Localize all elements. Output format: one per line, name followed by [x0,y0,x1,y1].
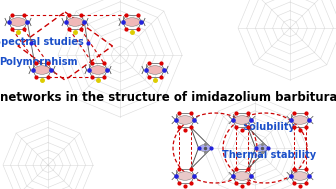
Text: Spectral studies: Spectral studies [0,37,84,46]
Text: Solubility: Solubility [242,122,295,132]
Ellipse shape [67,18,83,26]
Ellipse shape [10,18,26,26]
Ellipse shape [34,66,50,74]
Ellipse shape [124,18,140,26]
Text: 2D networks in the structure of imidazolium barbiturates: 2D networks in the structure of imidazol… [0,91,336,104]
Ellipse shape [147,66,163,74]
Ellipse shape [234,172,250,180]
Ellipse shape [90,66,106,74]
Ellipse shape [177,172,193,180]
Ellipse shape [292,172,308,180]
Ellipse shape [256,144,268,152]
Ellipse shape [199,144,211,152]
Text: Thermal stability: Thermal stability [222,150,316,160]
Ellipse shape [234,116,250,124]
Ellipse shape [177,116,193,124]
Text: Polymorphism: Polymorphism [0,57,78,67]
Ellipse shape [292,116,308,124]
